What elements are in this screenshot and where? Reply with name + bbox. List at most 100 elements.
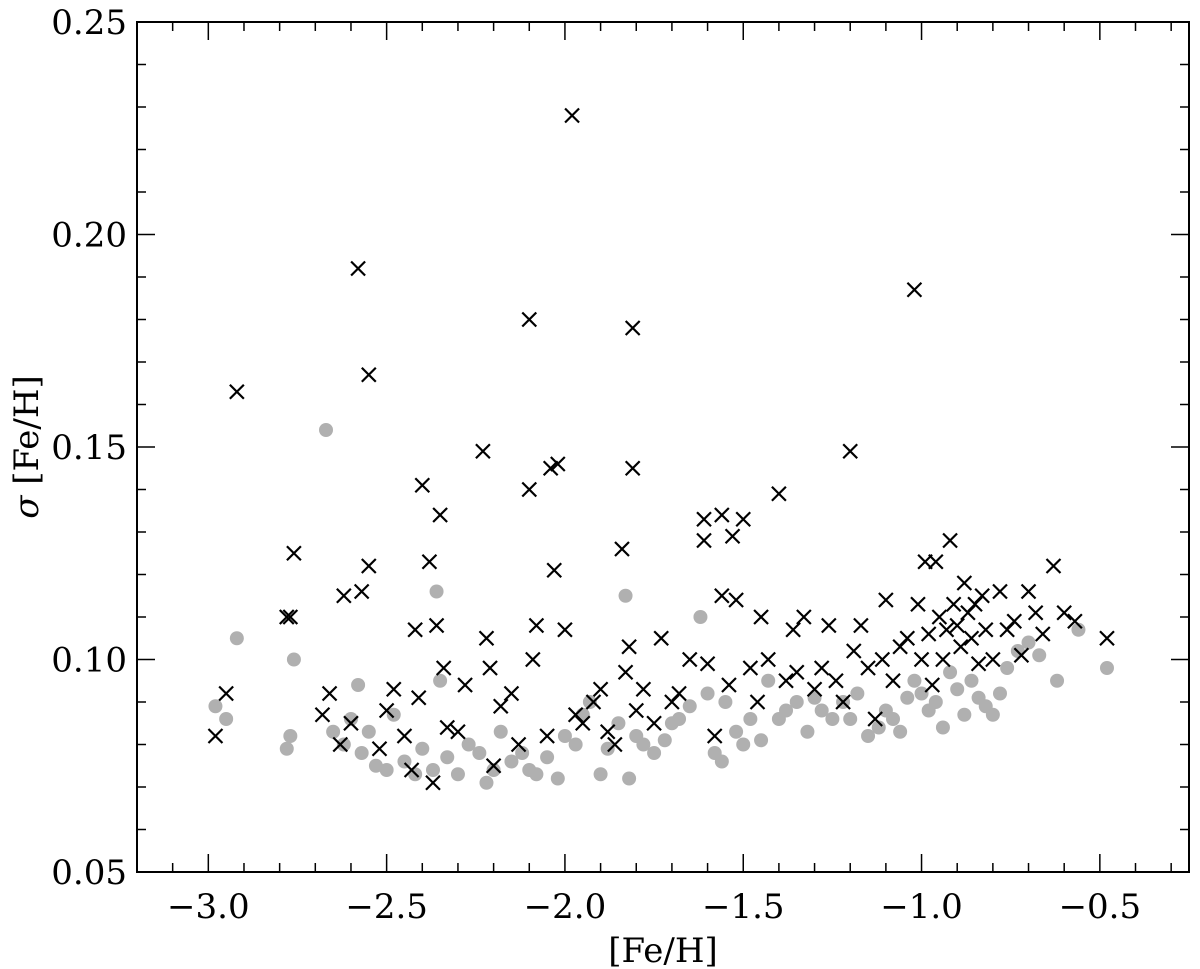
grey-circle-point <box>493 724 508 739</box>
cross-point <box>788 664 805 681</box>
cross-point <box>585 694 602 710</box>
cross-point <box>806 681 823 698</box>
cross-point <box>550 456 566 472</box>
grey-circle-point <box>861 729 876 743</box>
cross-point <box>878 592 894 608</box>
cross-point <box>714 587 730 604</box>
cross-point <box>624 460 641 477</box>
cross-point <box>796 609 812 625</box>
cross-point <box>621 638 637 655</box>
cross-point <box>1099 630 1115 647</box>
grey-circle-point <box>850 686 865 701</box>
cross-point <box>963 630 980 647</box>
cross-point <box>671 685 687 702</box>
cross-point <box>920 626 937 642</box>
grey-circle-point <box>529 767 544 782</box>
cross-point <box>607 736 623 753</box>
grey-circle-point <box>886 712 901 726</box>
cross-point <box>753 609 769 625</box>
cross-point <box>813 660 830 676</box>
grey-circle-point <box>1071 622 1086 637</box>
cross-point <box>371 740 388 757</box>
cross-point <box>407 621 423 638</box>
cross-point <box>457 677 473 693</box>
cross-point <box>742 660 759 676</box>
grey-circle-point <box>368 758 383 773</box>
cross-point <box>853 617 869 634</box>
cross-point <box>617 664 634 681</box>
cross-point <box>842 443 858 460</box>
grey-circle-point <box>943 665 958 680</box>
cross-point <box>913 651 930 668</box>
cross-point <box>1067 613 1083 630</box>
grey-circle-point <box>472 746 487 760</box>
y-tick-label: 0.25 <box>51 3 127 43</box>
cross-point <box>885 672 901 689</box>
cross-point <box>425 774 441 791</box>
y-tick-label: 0.20 <box>51 216 127 256</box>
cross-point <box>525 651 541 668</box>
cross-point <box>735 511 752 528</box>
grey-circle-point <box>486 763 501 777</box>
cross-point <box>928 553 944 570</box>
cross-point <box>599 723 616 740</box>
grey-circle-point <box>343 712 358 726</box>
cross-point <box>521 311 538 328</box>
cross-point <box>1006 613 1023 630</box>
grey-circle-point <box>1050 673 1065 688</box>
grey-circle-point <box>900 690 915 705</box>
grey-circle-point <box>950 682 965 697</box>
cross-point <box>528 617 545 634</box>
cross-point <box>282 609 299 625</box>
cross-point <box>207 728 224 744</box>
grey-circle-point <box>907 673 922 688</box>
cross-point <box>1045 558 1062 574</box>
grey-circle-point <box>814 703 829 718</box>
cross-point <box>450 723 466 740</box>
grey-circle-point <box>283 729 298 743</box>
cross-point <box>1013 647 1030 664</box>
cross-point <box>1056 604 1072 621</box>
cross-point <box>396 728 413 744</box>
cross-point <box>906 281 923 298</box>
grey-circle-point <box>893 724 908 739</box>
cross-point <box>778 672 794 689</box>
cross-point <box>899 630 916 647</box>
x-tick-label: −1.5 <box>702 887 785 927</box>
grey-circle-point <box>736 737 751 752</box>
grey-circle-point <box>992 686 1007 701</box>
grey-circle-point <box>336 737 351 752</box>
grey-circle-point <box>286 652 301 667</box>
cross-point <box>681 651 698 668</box>
cross-point <box>985 651 1001 668</box>
cross-point <box>421 553 438 570</box>
grey-circle-point <box>440 750 455 765</box>
cross-point <box>696 532 712 549</box>
cross-point <box>699 655 716 672</box>
cross-point <box>314 706 331 723</box>
cross-point <box>771 485 787 502</box>
cross-point <box>482 660 498 676</box>
cross-point <box>574 715 591 732</box>
grey-circle-point <box>682 699 697 714</box>
cross-point <box>218 685 234 702</box>
y-tick-label: 0.10 <box>51 641 127 681</box>
cross-point <box>1027 604 1044 621</box>
grey-circle-point <box>361 724 376 739</box>
cross-point <box>628 702 645 719</box>
cross-point <box>1035 626 1051 642</box>
grey-circle-point <box>636 737 651 752</box>
cross-point <box>361 558 377 574</box>
grey-circle-point <box>700 686 715 701</box>
cross-point <box>332 736 349 753</box>
grey-circle-point <box>326 724 341 739</box>
cross-point <box>706 728 723 744</box>
grey-circle-point <box>415 741 430 756</box>
grey-circle-point <box>843 712 858 726</box>
grey-circle-point <box>957 707 972 722</box>
grey-circle-point <box>593 767 608 782</box>
grey-circle-point <box>779 703 794 718</box>
cross-point <box>874 651 891 668</box>
cross-point <box>952 638 969 655</box>
